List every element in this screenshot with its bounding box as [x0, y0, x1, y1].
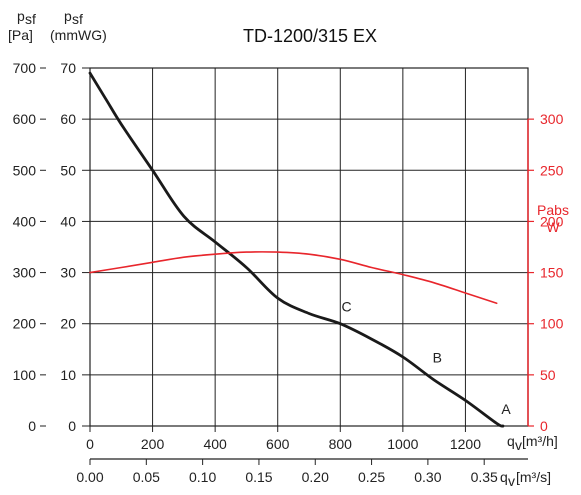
- y-mmwg-label: p: [64, 8, 72, 24]
- y-mmwg-tick-label: 30: [60, 265, 76, 281]
- y-pa-tick-label: 300: [13, 265, 37, 281]
- labels: 0100200300400500600700010203040506070050…: [8, 8, 569, 489]
- x-m3h-tick-label: 200: [141, 436, 165, 452]
- x-m3s-tick-label: 0.35: [471, 469, 498, 485]
- x-m3h-tick-label: 1000: [387, 436, 418, 452]
- x-m3s-tick-label: 0.00: [76, 469, 103, 485]
- y-pa-unit: [Pa]: [8, 27, 33, 43]
- x-m3h-label: q: [507, 433, 515, 449]
- y-pa-tick-label: 400: [13, 213, 37, 229]
- y-mmwg-tick-label: 70: [60, 60, 76, 76]
- y-pa-tick-label: 0: [28, 418, 36, 434]
- x-m3h-tick-label: 800: [329, 436, 353, 452]
- y-right-label: Pabs: [537, 202, 569, 218]
- y-right-tick-label: 300: [540, 111, 564, 127]
- annotation-c: C: [341, 298, 351, 314]
- y-right-tick-label: 250: [540, 162, 564, 178]
- y-right-tick-label: 100: [540, 316, 564, 332]
- y-mmwg-tick-label: 20: [60, 316, 76, 332]
- y-pa-tick-label: 700: [13, 60, 37, 76]
- x-m3h-tick-label: 400: [203, 436, 227, 452]
- x-m3s-label-sub: v: [508, 473, 515, 489]
- annotation-b: B: [433, 350, 442, 366]
- y-mmwg-tick-label: 10: [60, 367, 76, 383]
- x-m3h-tick-label: 600: [266, 436, 290, 452]
- y-pa-tick-label: 200: [13, 316, 37, 332]
- y-mmwg-unit: (mmWG): [50, 27, 107, 43]
- annotation-a: A: [501, 401, 511, 417]
- x-m3s-tick-label: 0.15: [245, 469, 272, 485]
- chart-title: TD-1200/315 EX: [243, 26, 377, 46]
- y-mmwg-tick-label: 0: [68, 418, 76, 434]
- y-right-tick-label: 0: [540, 418, 548, 434]
- y-mmwg-tick-label: 60: [60, 111, 76, 127]
- plot-frame: [89, 67, 529, 427]
- x-m3s-tick-label: 0.30: [414, 469, 441, 485]
- y-right-tick-label: 150: [540, 265, 564, 281]
- y-mmwg-label-sub: sf: [72, 11, 83, 27]
- y-mmwg-tick-label: 40: [60, 213, 76, 229]
- series: [88, 71, 505, 428]
- y-mmwg-tick-label: 50: [60, 162, 76, 178]
- x-m3h-unit: [m³/h]: [522, 433, 558, 449]
- y-pa-tick-label: 600: [13, 111, 37, 127]
- y-right-tick-label: 200: [540, 213, 564, 229]
- y-pa-label-sub: sf: [25, 11, 36, 27]
- y-right-unit: W: [546, 219, 560, 235]
- y-pa-label: p: [17, 8, 25, 24]
- x-m3s-unit: [m³/s]: [516, 469, 551, 485]
- y-pa-tick-label: 100: [13, 367, 37, 383]
- axes: [40, 67, 534, 465]
- x-m3s-tick-label: 0.25: [358, 469, 385, 485]
- pressure-curve: [88, 71, 505, 428]
- x-m3h-tick-label: 0: [86, 436, 94, 452]
- x-m3s-tick-label: 0.20: [302, 469, 329, 485]
- x-m3h-tick-label: 1200: [450, 436, 481, 452]
- x-m3s-label: q: [500, 469, 508, 485]
- y-right-tick-label: 50: [540, 367, 556, 383]
- grid: [89, 67, 529, 427]
- y-pa-tick-label: 500: [13, 162, 37, 178]
- x-m3s-tick-label: 0.05: [133, 469, 160, 485]
- x-m3h-label-sub: v: [515, 437, 522, 453]
- x-m3s-tick-label: 0.10: [189, 469, 216, 485]
- power-curve: [89, 251, 498, 305]
